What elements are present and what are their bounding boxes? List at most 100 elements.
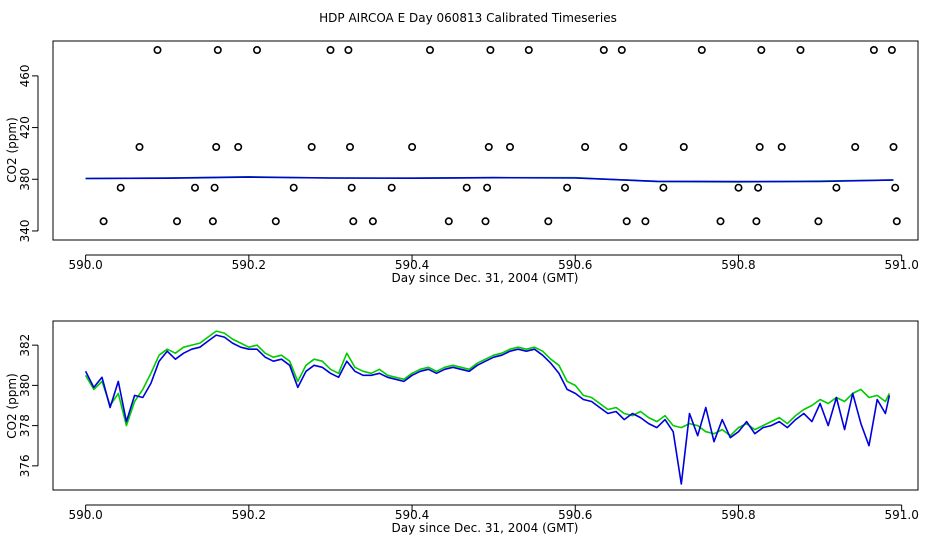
top-chart-x-axis: 590.0 590.2 590.4 590.6 590.8 591.0 bbox=[68, 254, 919, 272]
top-chart-point bbox=[462, 183, 471, 192]
bottom-chart-y-axis: 376 378 380 382 bbox=[18, 334, 39, 477]
top-chart-point bbox=[889, 143, 898, 152]
top-chart-point bbox=[483, 183, 492, 192]
bottom-chart-x-tick-label: 591.0 bbox=[884, 508, 918, 522]
top-chart-point bbox=[814, 217, 823, 226]
top-chart-point bbox=[191, 183, 200, 192]
bottom-chart-y-axis-title: CO2 (ppm) bbox=[5, 373, 19, 439]
top-chart-point bbox=[234, 143, 243, 152]
top-chart-point bbox=[347, 183, 356, 192]
top-chart-point bbox=[796, 45, 805, 54]
top-chart-point bbox=[869, 45, 878, 54]
top-chart-point bbox=[544, 217, 553, 226]
bottom-chart-y-tick-label: 376 bbox=[18, 454, 32, 477]
top-chart-point bbox=[641, 217, 650, 226]
bottom-chart-series bbox=[84, 330, 891, 485]
bottom-chart-x-tick-label: 590.6 bbox=[558, 508, 592, 522]
top-chart-point bbox=[387, 183, 396, 192]
top-chart-point bbox=[484, 143, 493, 152]
top-chart-point bbox=[173, 217, 182, 226]
top-chart-point bbox=[135, 143, 144, 152]
top-chart-point bbox=[524, 45, 533, 54]
top-chart-point bbox=[307, 143, 316, 152]
top-chart-frame bbox=[52, 40, 919, 241]
bottom-chart-y-tick-label: 378 bbox=[18, 414, 32, 437]
top-chart-point bbox=[481, 217, 490, 226]
main-title: HDP AIRCOA E Day 060813 Calibrated Times… bbox=[319, 11, 617, 25]
top-chart-point bbox=[425, 45, 434, 54]
top-chart-point bbox=[116, 183, 125, 192]
top-chart-point bbox=[754, 183, 763, 192]
top-chart-y-tick-label: 460 bbox=[18, 64, 32, 87]
top-chart-point bbox=[622, 217, 631, 226]
top-chart-point bbox=[832, 183, 841, 192]
top-chart-point bbox=[271, 217, 280, 226]
top-chart-y-tick-label: 420 bbox=[18, 116, 32, 139]
top-chart-point bbox=[697, 45, 706, 54]
top-chart-point bbox=[486, 45, 495, 54]
bottom-chart-x-tick-label: 590.2 bbox=[232, 508, 266, 522]
top-chart-x-tick-label: 590.0 bbox=[68, 258, 102, 272]
top-chart-point bbox=[755, 143, 764, 152]
top-chart-x-axis-title: Day since Dec. 31, 2004 (GMT) bbox=[392, 271, 579, 285]
top-chart-point bbox=[599, 45, 608, 54]
bottom-chart-x-axis-title: Day since Dec. 31, 2004 (GMT) bbox=[392, 521, 579, 535]
top-chart-point bbox=[505, 143, 514, 152]
bottom-chart-frame bbox=[52, 320, 919, 491]
top-chart-point bbox=[253, 45, 262, 54]
top-chart-point bbox=[208, 217, 217, 226]
top-chart-point bbox=[581, 143, 590, 152]
top-chart-point bbox=[619, 143, 628, 152]
bottom-chart-y-tick-label: 380 bbox=[18, 374, 32, 397]
bottom-chart-x-tick-label: 590.8 bbox=[721, 508, 755, 522]
top-chart-y-tick-label: 340 bbox=[18, 220, 32, 243]
top-chart-x-tick-label: 590.8 bbox=[721, 258, 755, 272]
top-chart-y-axis-title: CO2 (ppm) bbox=[5, 117, 19, 183]
top-chart-point bbox=[891, 183, 900, 192]
bottom-chart-series-line-1 bbox=[84, 330, 891, 437]
top-chart-point bbox=[659, 183, 668, 192]
top-chart-y-tick-label: 380 bbox=[18, 168, 32, 191]
top-chart-point bbox=[777, 143, 786, 152]
top-chart-point bbox=[757, 45, 766, 54]
bottom-chart-series-line-2 bbox=[84, 334, 891, 485]
top-chart-point bbox=[563, 183, 572, 192]
top-chart-point bbox=[752, 217, 761, 226]
top-chart-point bbox=[408, 143, 417, 152]
top-chart-point bbox=[851, 143, 860, 152]
top-chart-point bbox=[716, 217, 725, 226]
top-chart-series-line-2 bbox=[85, 176, 894, 183]
top-chart-point bbox=[620, 183, 629, 192]
top-chart-points bbox=[99, 45, 901, 226]
top-chart-point bbox=[213, 45, 222, 54]
top-chart-point bbox=[212, 143, 221, 152]
top-chart-point bbox=[444, 217, 453, 226]
top-chart-point bbox=[887, 45, 896, 54]
top-chart-point bbox=[153, 45, 162, 54]
top-chart-x-tick-label: 590.2 bbox=[232, 258, 266, 272]
top-chart-point bbox=[892, 217, 901, 226]
top-chart-point bbox=[368, 217, 377, 226]
top-chart-y-axis: 340 380 420 460 bbox=[18, 64, 39, 243]
top-chart-point bbox=[617, 45, 626, 54]
bottom-chart: 590.0 590.2 590.4 590.6 590.8 591.0 376 378 380… bbox=[5, 320, 919, 535]
top-chart-point bbox=[210, 183, 219, 192]
bottom-chart-x-axis: 590.0 590.2 590.4 590.6 590.8 591.0 bbox=[68, 504, 919, 522]
bottom-chart-x-tick-label: 590.0 bbox=[68, 508, 102, 522]
top-chart-x-tick-label: 591.0 bbox=[884, 258, 918, 272]
top-chart-point bbox=[345, 143, 354, 152]
top-chart-series bbox=[85, 176, 894, 183]
top-chart-point bbox=[289, 183, 298, 192]
top-chart-point bbox=[344, 45, 353, 54]
top-chart-point bbox=[734, 183, 743, 192]
top-chart-point bbox=[326, 45, 335, 54]
bottom-chart-x-tick-label: 590.4 bbox=[395, 508, 429, 522]
top-chart-point bbox=[679, 143, 688, 152]
bottom-chart-y-tick-label: 382 bbox=[18, 334, 32, 357]
top-chart-x-tick-label: 590.6 bbox=[558, 258, 592, 272]
top-chart: 590.0 590.2 590.4 590.6 590.8 591.0 340 380 420… bbox=[5, 40, 919, 285]
top-chart-point bbox=[349, 217, 358, 226]
top-chart-x-tick-label: 590.4 bbox=[395, 258, 429, 272]
top-chart-point bbox=[99, 217, 108, 226]
